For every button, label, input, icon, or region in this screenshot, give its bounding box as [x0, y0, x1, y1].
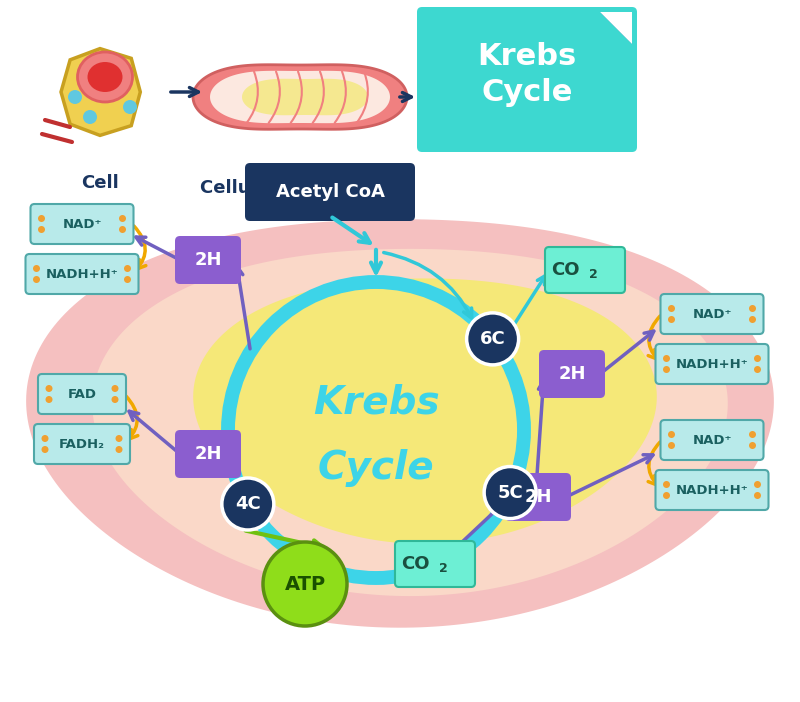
Text: NAD⁺: NAD⁺: [692, 307, 732, 321]
Circle shape: [263, 542, 347, 626]
Text: 2H: 2H: [524, 488, 552, 506]
Circle shape: [668, 431, 675, 438]
Circle shape: [68, 90, 82, 104]
Circle shape: [33, 265, 40, 272]
Circle shape: [111, 396, 118, 403]
Circle shape: [46, 396, 53, 403]
Circle shape: [115, 435, 122, 442]
Circle shape: [749, 431, 756, 438]
FancyBboxPatch shape: [30, 204, 134, 244]
FancyBboxPatch shape: [38, 374, 126, 414]
FancyBboxPatch shape: [34, 424, 130, 464]
Polygon shape: [61, 48, 140, 135]
Polygon shape: [193, 65, 407, 129]
Polygon shape: [26, 219, 774, 628]
Circle shape: [754, 481, 761, 488]
FancyBboxPatch shape: [661, 294, 763, 334]
Polygon shape: [600, 12, 632, 44]
FancyBboxPatch shape: [539, 350, 605, 398]
Circle shape: [466, 313, 518, 365]
Circle shape: [124, 265, 131, 272]
Text: 6C: 6C: [480, 330, 506, 348]
Circle shape: [42, 446, 49, 453]
Circle shape: [749, 305, 756, 312]
Circle shape: [663, 481, 670, 488]
Polygon shape: [92, 249, 728, 596]
FancyBboxPatch shape: [661, 420, 763, 460]
Text: NADH+H⁺: NADH+H⁺: [676, 484, 748, 496]
Circle shape: [754, 492, 761, 499]
Text: 2: 2: [438, 562, 447, 574]
Text: 5C: 5C: [498, 484, 523, 501]
Circle shape: [115, 446, 122, 453]
Text: CO: CO: [551, 261, 580, 279]
Text: Cycle: Cycle: [318, 449, 434, 487]
Circle shape: [123, 100, 137, 114]
Circle shape: [124, 276, 131, 283]
Circle shape: [42, 435, 49, 442]
FancyBboxPatch shape: [655, 344, 769, 384]
Text: NADH+H⁺: NADH+H⁺: [676, 357, 748, 371]
Text: 4C: 4C: [235, 495, 261, 513]
Circle shape: [663, 366, 670, 373]
Text: NAD⁺: NAD⁺: [692, 434, 732, 446]
Text: Acetyl CoA: Acetyl CoA: [275, 183, 385, 201]
Text: FADH₂: FADH₂: [59, 437, 105, 451]
FancyBboxPatch shape: [505, 473, 571, 521]
FancyBboxPatch shape: [655, 470, 769, 510]
Text: 2H: 2H: [194, 445, 222, 463]
Text: NADH+H⁺: NADH+H⁺: [46, 267, 118, 281]
FancyBboxPatch shape: [417, 7, 637, 152]
Circle shape: [119, 215, 126, 222]
Text: NAD⁺: NAD⁺: [62, 218, 102, 230]
FancyBboxPatch shape: [395, 541, 475, 587]
Text: Cellular Respiration: Cellular Respiration: [200, 179, 400, 197]
Circle shape: [33, 276, 40, 283]
Circle shape: [754, 366, 761, 373]
FancyBboxPatch shape: [175, 236, 241, 284]
Circle shape: [111, 385, 118, 392]
Circle shape: [754, 355, 761, 362]
Ellipse shape: [78, 52, 133, 102]
Text: 2: 2: [589, 267, 598, 281]
Circle shape: [83, 110, 97, 124]
Circle shape: [484, 467, 536, 519]
Text: Krebs: Krebs: [313, 383, 439, 421]
Polygon shape: [600, 12, 632, 44]
Polygon shape: [193, 279, 657, 544]
FancyBboxPatch shape: [175, 430, 241, 478]
Circle shape: [668, 316, 675, 323]
Circle shape: [222, 478, 274, 530]
Text: CO: CO: [402, 555, 430, 573]
Polygon shape: [242, 79, 368, 115]
Text: ATP: ATP: [285, 574, 326, 593]
FancyBboxPatch shape: [545, 247, 625, 293]
Circle shape: [668, 305, 675, 312]
FancyBboxPatch shape: [26, 254, 138, 294]
Text: 2H: 2H: [558, 365, 586, 383]
Circle shape: [668, 442, 675, 449]
Circle shape: [38, 226, 45, 233]
Circle shape: [663, 492, 670, 499]
Circle shape: [663, 355, 670, 362]
Ellipse shape: [87, 62, 122, 92]
FancyBboxPatch shape: [245, 163, 415, 221]
Text: Krebs
Cycle: Krebs Cycle: [478, 42, 577, 107]
Circle shape: [749, 316, 756, 323]
Text: Cell: Cell: [81, 174, 119, 192]
Circle shape: [38, 215, 45, 222]
Text: 2H: 2H: [194, 251, 222, 269]
Text: FAD: FAD: [67, 388, 97, 401]
Circle shape: [749, 442, 756, 449]
Circle shape: [119, 226, 126, 233]
Polygon shape: [210, 71, 390, 123]
Circle shape: [46, 385, 53, 392]
